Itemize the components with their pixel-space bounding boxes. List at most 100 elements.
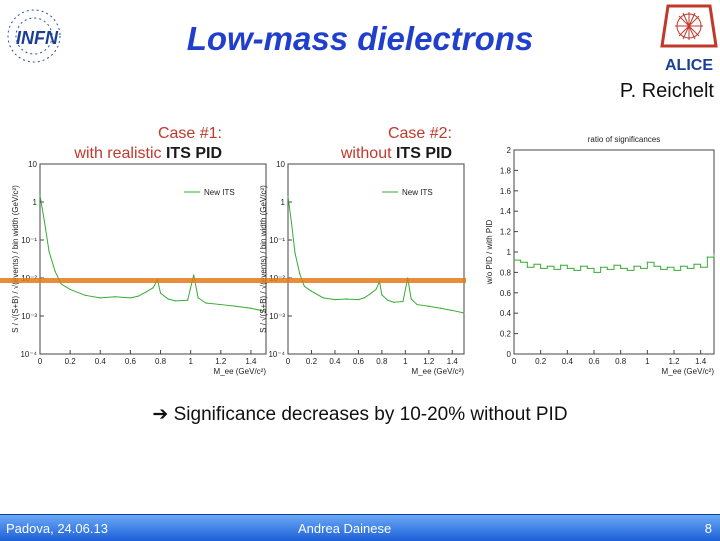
data-point (220, 303, 222, 306)
footer-author: Andrea Dainese (298, 521, 392, 536)
data-point (303, 285, 306, 288)
footer-bar: Padova, 24.06.13 Andrea Dainese 8 (0, 514, 720, 541)
y-tick-label: 10⁻¹ (269, 236, 285, 245)
plot-frame (513, 149, 715, 355)
data-point (613, 264, 615, 266)
data-point (99, 297, 101, 299)
y-tick-label: 10⁻³ (269, 312, 285, 321)
data-point (54, 270, 56, 272)
data-point (416, 303, 418, 306)
page-number: 8 (704, 521, 712, 536)
data-point (693, 263, 695, 265)
chart-case1: 10110⁻¹10⁻²10⁻³10⁻⁴00.20.40.60.811.21.4M… (11, 160, 267, 376)
arrow-icon: ➔ (152, 404, 169, 425)
x-tick-label: 0.8 (615, 357, 627, 366)
y-tick-label: 10⁻⁴ (20, 350, 37, 359)
x-tick-label: 1.2 (215, 357, 227, 366)
data-point (600, 266, 602, 268)
y-tick-label: 1 (33, 198, 38, 207)
data-point (713, 253, 715, 255)
y-tick-label: 1.8 (500, 166, 512, 175)
data-point (560, 264, 562, 266)
data-point (144, 291, 147, 293)
x-tick-label: 0 (38, 357, 43, 366)
data-point (152, 287, 154, 289)
data-point (193, 274, 195, 276)
y-tick-label: 0.6 (500, 289, 512, 298)
y-tick-label: 1 (281, 198, 286, 207)
x-axis-label: M_ee (GeV/c²) (412, 367, 465, 376)
case1-label: Case #1: with realistic ITS PID (40, 124, 222, 164)
y-axis-label: S / √(S+B) / √(events) / bin width (GeV/… (259, 185, 268, 333)
case2-label: Case #2: without ITS PID (268, 124, 452, 164)
x-tick-label: 1.2 (423, 357, 435, 366)
data-point (290, 222, 293, 224)
y-tick-label: 1.4 (500, 207, 512, 216)
data-point (175, 300, 177, 302)
y-tick-label: 1.6 (500, 187, 512, 196)
data-point (633, 265, 635, 267)
data-point (381, 294, 383, 296)
x-tick-label: 0.6 (588, 357, 600, 366)
data-point (626, 269, 628, 271)
slide-title: Low-mass dielectrons (186, 20, 534, 57)
data-point (363, 297, 365, 299)
data-point (43, 221, 46, 223)
data-point (640, 267, 642, 269)
x-tick-label: 0 (286, 357, 291, 366)
case1-title: Case #1: (157, 125, 222, 142)
data-point (334, 299, 336, 301)
data-point (573, 269, 575, 271)
data-point (533, 263, 535, 265)
data-point (540, 267, 542, 269)
x-axis-label: M_ee (GeV/c²) (662, 367, 715, 376)
data-point (369, 293, 371, 295)
chart-title: ratio of significances (588, 135, 660, 144)
chart-case2: 10110⁻¹10⁻²10⁻³10⁻⁴00.20.40.60.811.21.4M… (259, 160, 465, 376)
data-point (265, 311, 267, 313)
infn-logo: INFN (4, 6, 94, 73)
y-tick-label: 10⁻³ (21, 312, 37, 321)
infn-logo-text: INFN (16, 28, 59, 48)
data-point (451, 309, 453, 312)
data-point (39, 194, 41, 196)
y-tick-label: 0.4 (500, 309, 512, 318)
y-tick-label: 2 (507, 146, 512, 155)
y-tick-label: 10⁻⁴ (268, 350, 285, 359)
y-tick-label: 10 (28, 160, 37, 169)
data-point (606, 268, 608, 270)
x-tick-label: 0 (512, 357, 517, 366)
data-point (235, 305, 237, 307)
data-point (310, 290, 313, 292)
y-tick-label: 1.2 (500, 228, 512, 237)
x-tick-label: 1.4 (245, 357, 257, 366)
case2-subtitle: without ITS PID (340, 145, 452, 162)
data-point (375, 288, 377, 291)
data-point (706, 256, 708, 258)
conclusion-text: Significance decreases by 10-20% without… (173, 404, 568, 425)
y-tick-label: 0 (507, 350, 512, 359)
data-point (322, 297, 324, 299)
legend-label: New ITS (204, 188, 235, 197)
y-tick-label: 0.8 (500, 268, 512, 277)
footer-date: Padova, 24.06.13 (6, 521, 108, 536)
legend-label: New ITS (402, 188, 433, 197)
data-point (393, 301, 395, 303)
data-point (114, 296, 116, 298)
data-point (546, 265, 548, 267)
y-axis-label: S / √(S+B) / √(events) / bin width (GeV/… (11, 185, 20, 333)
data-point (137, 295, 139, 297)
x-tick-label: 1.4 (695, 357, 707, 366)
alice-logo-text: ALICE (665, 57, 713, 74)
x-tick-label: 0.2 (306, 357, 318, 366)
data-point (586, 267, 588, 269)
data-point (653, 265, 655, 267)
y-axis-label: w/o PID / with PID (485, 220, 494, 286)
data-point (666, 266, 668, 268)
y-tick-label: 0.2 (500, 330, 512, 339)
plot-frame (287, 163, 465, 355)
data-point (646, 261, 648, 263)
data-point (250, 307, 252, 309)
case2-title: Case #2: (387, 125, 452, 142)
x-tick-label: 0.4 (329, 357, 341, 366)
